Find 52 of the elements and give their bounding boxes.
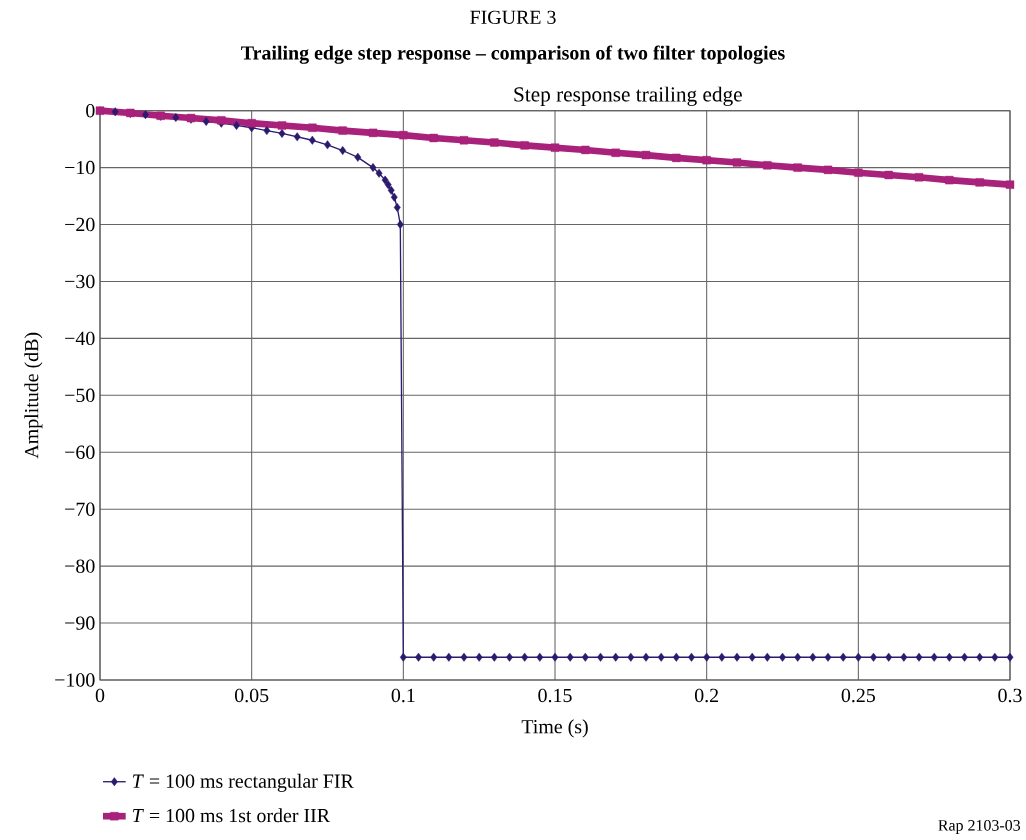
x-tick-label: 0 xyxy=(95,688,105,703)
point xyxy=(550,143,560,152)
x-tick-label: 0.1 xyxy=(391,688,415,703)
legend-label: T = 100 ms rectangular FIR xyxy=(132,773,354,792)
x-axis-title: Time (s) xyxy=(521,719,588,738)
point xyxy=(429,133,438,143)
point xyxy=(823,165,833,175)
point xyxy=(975,178,984,187)
y-tick-label: −30 xyxy=(65,274,95,289)
point xyxy=(308,123,317,132)
x-tick-label: 0.25 xyxy=(841,688,875,703)
point xyxy=(672,153,681,163)
point xyxy=(641,150,651,160)
point xyxy=(793,163,802,172)
text: Rap 2103-03 xyxy=(938,819,1021,834)
legend-label: T = 100 ms 1st order IIR xyxy=(132,808,330,823)
point xyxy=(277,121,287,130)
point xyxy=(914,173,924,182)
y-tick-label: 0 xyxy=(86,103,95,118)
x-tick-label: 0.05 xyxy=(234,688,269,703)
point xyxy=(247,119,256,128)
point xyxy=(884,170,893,180)
point xyxy=(702,156,711,165)
y-tick-label: −50 xyxy=(65,388,95,403)
x-tick-label: 0.2 xyxy=(694,688,719,703)
point xyxy=(399,130,408,140)
x-tick-label: 0.15 xyxy=(538,688,572,703)
y-tick-label: −20 xyxy=(65,217,95,232)
point xyxy=(732,158,742,167)
point xyxy=(611,148,620,157)
y-tick-label: −70 xyxy=(65,502,95,516)
y-tick-label: −40 xyxy=(65,331,95,346)
y-tick-label: −100 xyxy=(55,673,95,687)
point xyxy=(945,175,954,185)
chart-subtitle: Trailing edge step response – comparison of two filter topologies xyxy=(241,45,785,64)
point xyxy=(1005,180,1015,189)
point xyxy=(338,126,347,135)
point xyxy=(490,138,499,147)
point xyxy=(459,136,469,145)
point xyxy=(581,145,590,155)
point xyxy=(763,161,772,170)
chart-title: FIGURE 3 xyxy=(470,10,556,25)
y-axis-title: Amplitude (dB) xyxy=(24,332,43,459)
y-tick-label: −60 xyxy=(65,445,95,459)
point xyxy=(520,141,529,150)
y-tick-label: −80 xyxy=(65,559,95,573)
point xyxy=(368,128,378,138)
text: Step response trailing edge xyxy=(514,86,742,106)
point xyxy=(854,168,863,177)
y-tick-label: −90 xyxy=(65,616,95,630)
x-tick-label: 0.3 xyxy=(998,688,1022,703)
y-tick-label: −10 xyxy=(65,160,95,175)
